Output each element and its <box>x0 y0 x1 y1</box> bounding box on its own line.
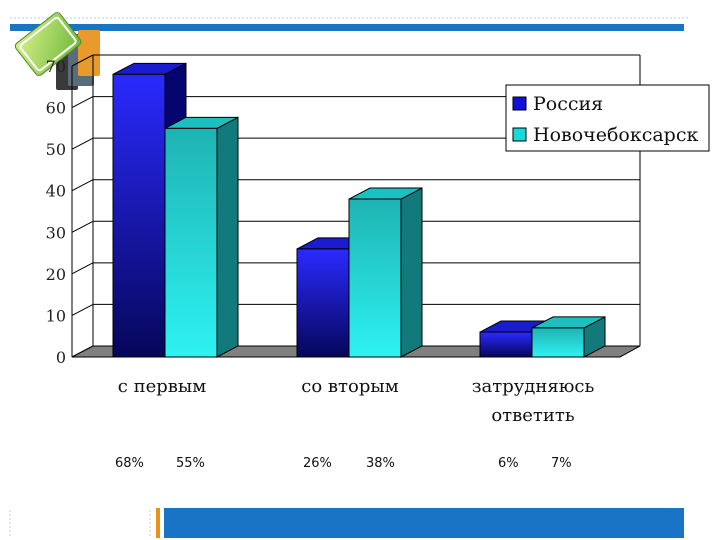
category-label: затрудняюсь ответить <box>472 376 595 426</box>
bar-novocheboksarsk <box>164 116 239 358</box>
bar-front <box>296 248 350 358</box>
percent-label: 55% <box>176 456 205 471</box>
y-tick-label: 50 <box>46 140 66 159</box>
category-label: с первым <box>118 376 206 397</box>
header-decoration <box>10 17 690 31</box>
gridline-wall <box>71 262 94 275</box>
bar-front <box>348 198 402 358</box>
bar-novocheboksarsk <box>531 316 606 358</box>
category-label: со вторым <box>301 376 398 397</box>
category-label-line: ответить <box>491 405 574 426</box>
bar-front <box>479 331 533 358</box>
legend-swatch-russia <box>512 96 527 111</box>
y-tick-label: 20 <box>46 265 66 284</box>
bar-side <box>400 187 423 358</box>
gridline-wall <box>71 137 94 150</box>
gridline-wall <box>71 96 94 109</box>
bar-front <box>531 327 585 358</box>
percent-label: 26% <box>303 456 332 471</box>
y-tick-label: 40 <box>46 182 66 201</box>
y-tick-label: 60 <box>46 99 66 118</box>
bar-novocheboksarsk <box>348 187 423 358</box>
legend-swatch-novocheboksarsk <box>512 127 527 142</box>
bars <box>112 62 606 358</box>
category-label-line: затрудняюсь <box>472 376 595 397</box>
y-tick-label: 0 <box>56 348 66 367</box>
bar-side <box>216 116 239 358</box>
legend: Россия Новочебоксарск <box>505 84 710 152</box>
gridline-wall <box>71 220 94 233</box>
percent-label: 7% <box>551 456 572 471</box>
x-axis-categories: с первым со вторым затрудняюсь ответить <box>118 376 595 426</box>
percent-label: 38% <box>366 456 395 471</box>
y-tick-label: 10 <box>46 306 66 325</box>
gridline-wall <box>71 179 94 192</box>
y-tick-label: 70 <box>46 57 66 76</box>
gridline-wall <box>71 54 94 67</box>
bar-front <box>112 73 166 358</box>
percent-label: 68% <box>115 456 144 471</box>
y-axis-ticks: 0 10 20 30 40 50 60 70 <box>46 57 66 367</box>
percent-label: 6% <box>498 456 519 471</box>
book-icon <box>14 12 100 90</box>
percent-labels: 68% 55% 26% 38% 6% 7% <box>115 456 572 471</box>
y-tick-label: 30 <box>46 223 66 242</box>
legend-label-russia: Россия <box>533 93 603 115</box>
legend-label-novocheboksarsk: Новочебоксарск <box>533 124 698 146</box>
footer-decoration <box>9 508 684 538</box>
gridline-wall <box>71 303 94 316</box>
bar-front <box>164 127 218 358</box>
